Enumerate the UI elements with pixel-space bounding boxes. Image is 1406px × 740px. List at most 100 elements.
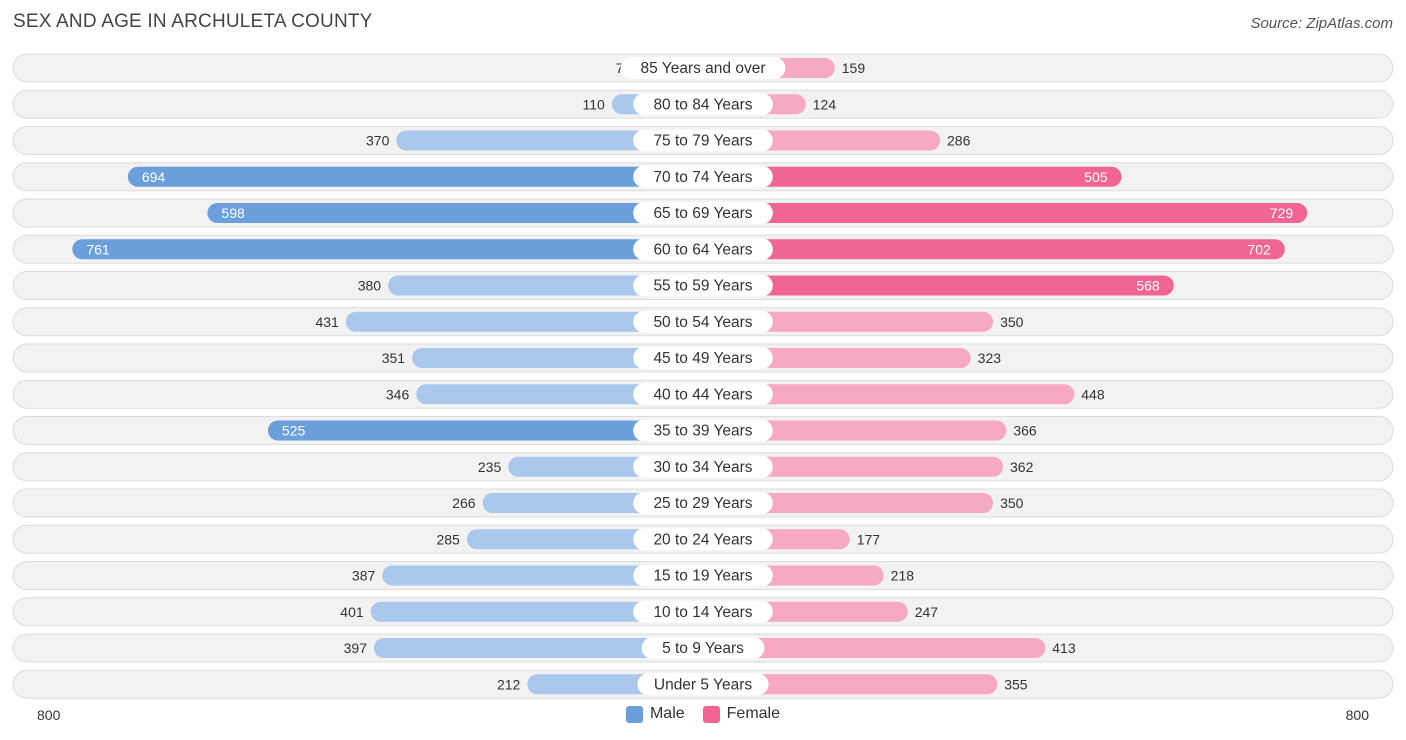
value-label-female: 413	[1052, 640, 1076, 656]
value-label-female: 366	[1013, 423, 1037, 439]
age-row: 380 568 55 to 59 Years	[12, 271, 1394, 300]
bar-male	[396, 130, 703, 151]
value-label-male: 525	[282, 423, 306, 439]
category-label-bg	[633, 238, 773, 261]
value-label-female: 448	[1081, 386, 1105, 402]
value-label-male: 110	[583, 96, 606, 112]
category-label: 25 to 29 Years	[653, 495, 752, 512]
bar-male	[345, 311, 703, 332]
chart-title: SEX AND AGE IN ARCHULETA COUNTY	[13, 11, 373, 32]
value-label-female: 323	[978, 350, 1002, 366]
category-label-bg	[620, 57, 786, 79]
bar-male	[382, 565, 703, 586]
age-row: 285 177 20 to 24 Years	[12, 524, 1394, 554]
age-row: 266 350 25 to 29 Years	[12, 488, 1394, 518]
bar-female	[703, 456, 1004, 477]
category-label: 5 to 9 Years	[662, 640, 744, 657]
category-label: Under 5 Years	[654, 676, 752, 693]
value-label-male: 346	[386, 386, 410, 402]
bar-female	[703, 493, 994, 513]
value-label-female: 505	[1084, 169, 1108, 185]
age-row: 110 124 80 to 84 Years	[12, 89, 1394, 119]
category-label-bg	[633, 165, 773, 188]
value-label-male: 761	[86, 241, 110, 257]
bar-female	[703, 275, 1174, 296]
age-row: 431 350 50 to 54 Years	[12, 307, 1394, 337]
legend: Male Female	[0, 705, 1406, 723]
bar-male	[127, 166, 703, 187]
value-label-male: 285	[436, 531, 460, 547]
age-row: 387 218 15 to 19 Years	[12, 561, 1394, 590]
bar-male	[416, 384, 703, 405]
value-label-female: 159	[842, 60, 866, 76]
bar-male	[267, 420, 703, 441]
source-label: Source: ZipAtlas.com	[1250, 15, 1393, 32]
legend-label-male: Male	[649, 705, 685, 722]
category-label-bg	[633, 528, 773, 551]
category-label-bg	[633, 310, 773, 333]
legend-item-female[interactable]: Female	[702, 705, 781, 723]
axis-left-label: 800	[37, 707, 61, 723]
category-label-bg	[633, 129, 773, 152]
age-row: 351 323 45 to 49 Years	[12, 343, 1394, 373]
age-row: 235 362 30 to 34 Years	[12, 452, 1394, 482]
bar-male	[207, 203, 703, 223]
bar-male	[412, 348, 703, 368]
category-label-bg	[637, 673, 769, 696]
value-label-female: 286	[947, 133, 971, 149]
value-label-male: 694	[142, 169, 166, 185]
value-label-female: 355	[1004, 676, 1028, 692]
value-label-female: 362	[1010, 459, 1034, 475]
bar-male	[388, 275, 703, 296]
age-row: 346 448 40 to 44 Years	[12, 379, 1394, 409]
value-label-male: 397	[344, 640, 368, 656]
category-label: 35 to 39 Years	[653, 423, 752, 440]
bar-male	[370, 601, 703, 622]
age-row: 397 413 5 to 9 Years	[12, 633, 1394, 663]
category-label: 75 to 79 Years	[653, 133, 752, 150]
value-label-female: 350	[1000, 495, 1024, 511]
population-pyramid-chart: 7815985 Years and over 110 124 80 to 84 Yea…	[12, 53, 1394, 699]
bar-female	[703, 311, 994, 332]
legend-swatch-male	[625, 705, 643, 723]
category-label-bg	[633, 202, 773, 224]
legend-item-male[interactable]: Male	[625, 705, 685, 723]
category-label-bg	[633, 274, 773, 297]
bar-female	[703, 674, 998, 695]
category-label-bg	[633, 492, 773, 514]
value-label-male: 401	[340, 604, 364, 620]
bar-female	[703, 420, 1007, 441]
value-label-male: 431	[315, 314, 339, 330]
category-label: 20 to 24 Years	[653, 531, 752, 548]
category-label: 80 to 84 Years	[653, 96, 752, 113]
category-label-bg	[633, 93, 773, 116]
bar-male	[72, 239, 704, 260]
category-label: 50 to 54 Years	[653, 314, 752, 331]
category-label-bg	[633, 600, 773, 623]
value-label-male: 380	[358, 278, 382, 294]
legend-label-female: Female	[726, 705, 781, 722]
category-label: 70 to 74 Years	[653, 169, 752, 186]
value-label-female: 350	[1000, 314, 1024, 330]
age-row: 598 729 65 to 69 Years	[12, 198, 1394, 228]
category-label-bg	[633, 347, 773, 369]
bar-female	[703, 166, 1122, 187]
category-label-bg	[641, 637, 765, 659]
category-label: 40 to 44 Years	[653, 386, 752, 403]
value-label-female: 218	[891, 568, 915, 584]
category-label-bg	[633, 383, 773, 406]
value-label-female: 124	[813, 96, 837, 112]
category-label: 65 to 69 Years	[653, 205, 752, 222]
category-label: 60 to 64 Years	[653, 241, 752, 258]
category-label: 45 to 49 Years	[653, 350, 752, 367]
age-row: 370 286 75 to 79 Years	[12, 126, 1394, 155]
age-row: 401 247 10 to 14 Years	[12, 597, 1394, 627]
bar-male	[373, 638, 703, 658]
bar-female	[703, 638, 1046, 658]
value-label-female: 729	[1270, 205, 1294, 221]
value-label-male: 387	[352, 568, 376, 584]
legend-swatch-female	[702, 705, 720, 723]
age-row: 7815985 Years and over	[12, 53, 1394, 83]
category-label-bg	[633, 419, 773, 442]
category-label: 10 to 14 Years	[653, 604, 752, 621]
